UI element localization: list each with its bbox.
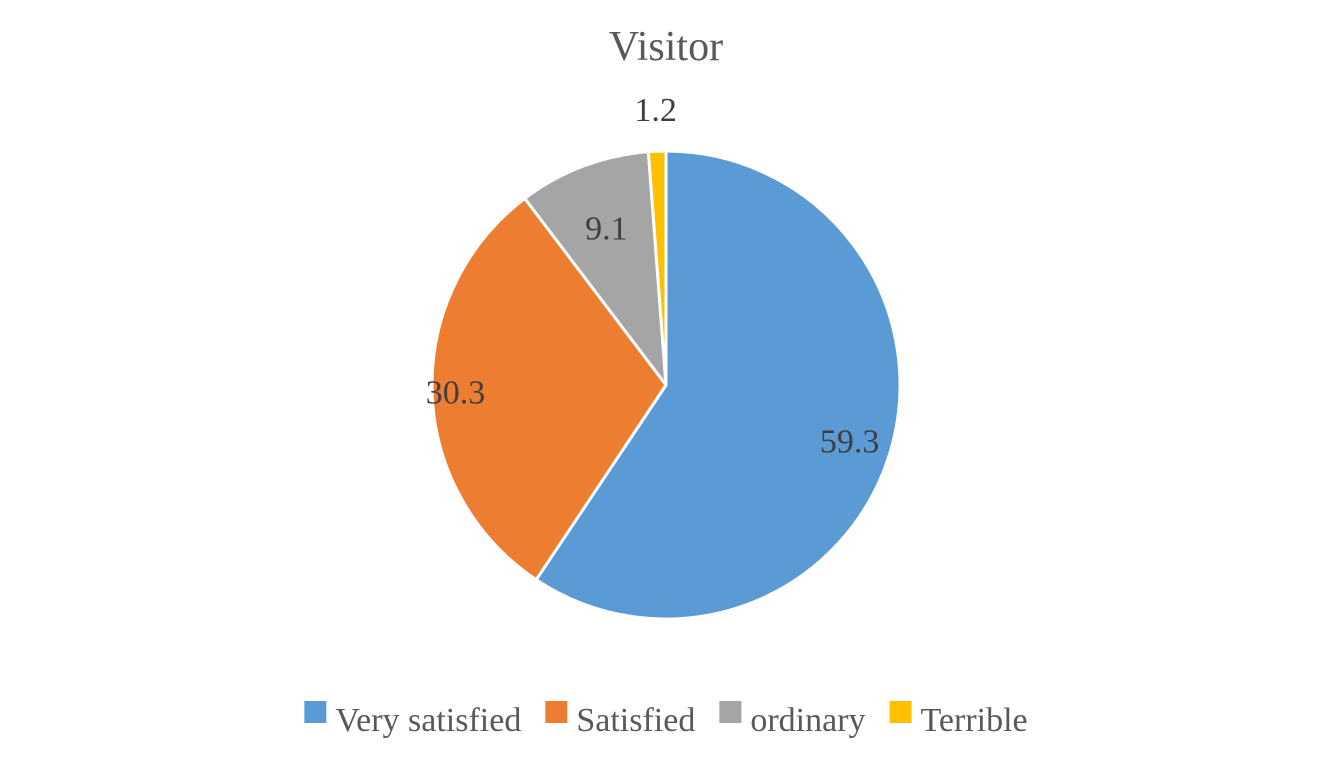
data-label-terrible: 1.2 — [634, 92, 677, 129]
legend-swatch-very-satisfied — [304, 701, 327, 723]
legend-label-ordinary: ordinary — [750, 702, 865, 739]
legend: Very satisfied Satisfied ordinary Terrible — [304, 701, 1028, 739]
pie-slices — [430, 149, 902, 621]
legend-swatch-terrible — [889, 701, 912, 723]
pie-slice-satisfied — [430, 196, 668, 582]
legend-label-satisfied: Satisfied — [576, 702, 695, 739]
legend-swatch-satisfied — [545, 701, 568, 723]
pie-data-labels: 59.3 30.3 9.1 1.2 — [426, 92, 880, 461]
data-label-satisfied: 30.3 — [426, 374, 486, 411]
legend-label-terrible: Terrible — [921, 702, 1028, 739]
legend-swatch-ordinary — [719, 701, 742, 723]
chart-title: Visitor — [609, 24, 723, 70]
pie-slice-ordinary — [523, 150, 668, 387]
data-label-ordinary: 9.1 — [585, 210, 628, 247]
pie-slice-very-satisfied — [534, 149, 902, 621]
data-label-very-satisfied: 59.3 — [820, 424, 880, 461]
pie-slice-terrible — [646, 149, 668, 387]
legend-label-very-satisfied: Very satisfied — [335, 702, 521, 739]
